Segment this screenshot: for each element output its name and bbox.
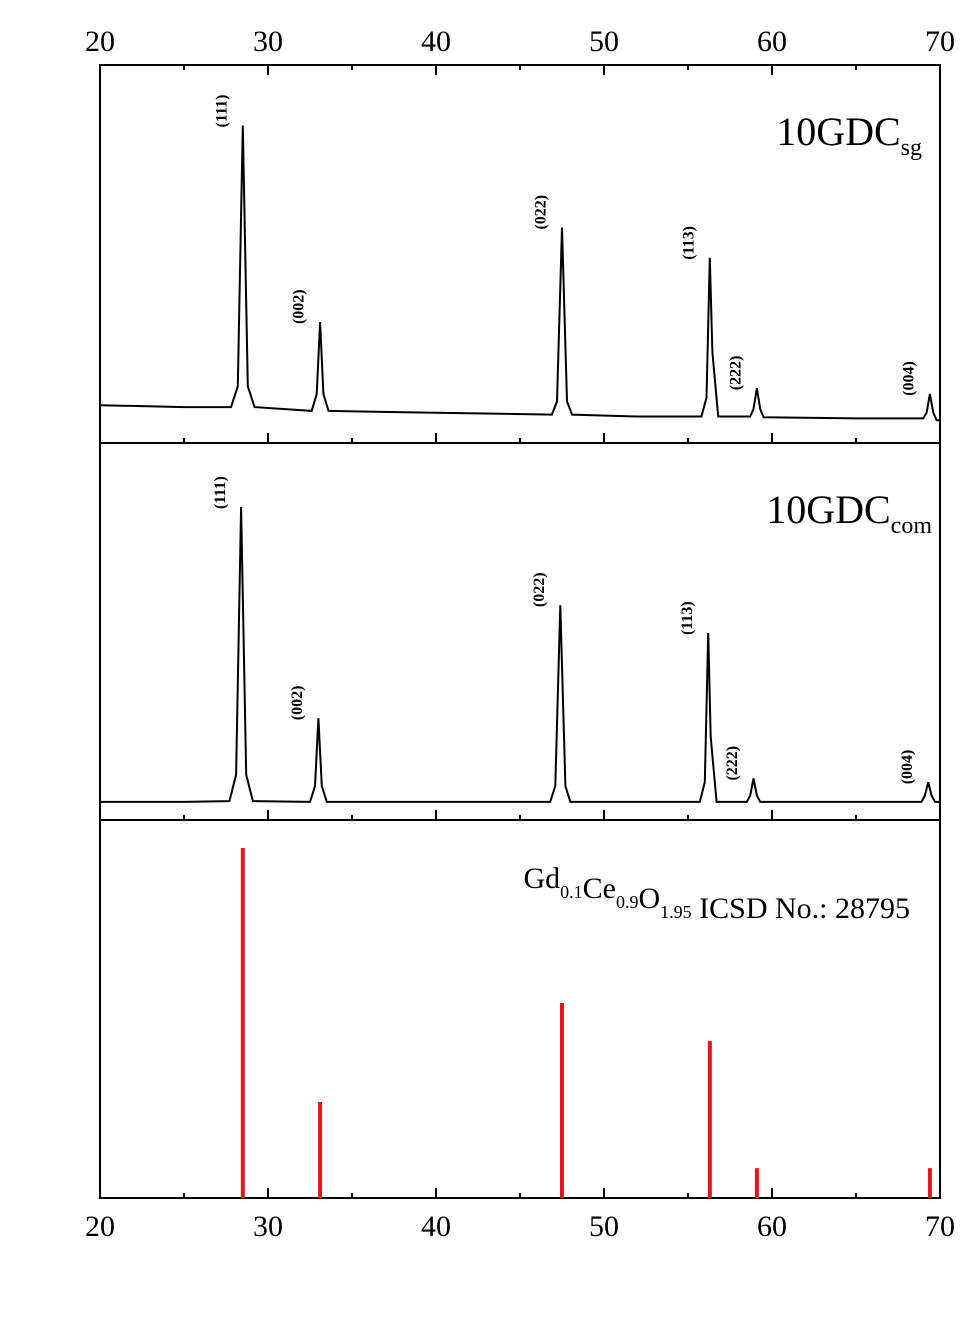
x-tick-label: 50 (589, 1210, 619, 1243)
pattern-line (100, 507, 940, 803)
title-subscript: sg (901, 135, 922, 161)
peak-label: (002) (289, 686, 306, 721)
chart-title: 10GDCsg (776, 109, 922, 161)
x-tick-label: 30 (253, 1210, 283, 1243)
title-text: 10GDC (776, 109, 900, 154)
chart-title: Gd0.1Ce0.9O1.95 ICSD No.: 28795 (523, 862, 910, 925)
x-tick-label: 40 (421, 25, 451, 58)
peak-label: (111) (213, 95, 230, 128)
panel-frame (99, 819, 941, 1199)
title-subscript: 0.9 (616, 892, 639, 912)
x-tick-label: 70 (925, 1210, 955, 1243)
peak-label: (113) (681, 226, 698, 260)
x-tick-label: 60 (757, 1210, 787, 1243)
peak-label: (004) (901, 361, 918, 396)
title-text: O (638, 882, 660, 915)
title-text: 10GDC (766, 487, 890, 532)
peak-label: (113) (679, 601, 696, 635)
peak-label: (111) (212, 476, 229, 509)
title-subscript: 0.1 (560, 882, 583, 902)
x-tick-label: 20 (85, 1210, 115, 1243)
peak-label: (222) (724, 746, 741, 781)
peak-label: (222) (728, 356, 745, 391)
title-text: Ce (583, 872, 616, 905)
pattern-line (99, 125, 940, 422)
x-tick-label: 50 (589, 25, 619, 58)
x-tick-label: 20 (85, 25, 115, 58)
x-tick-label: 30 (253, 25, 283, 58)
peak-label: (022) (533, 195, 550, 230)
peak-label: (022) (531, 572, 548, 607)
chart-title: 10GDCcom (766, 487, 932, 539)
peak-label: (004) (899, 750, 916, 785)
title-subscript: 1.95 (660, 902, 692, 922)
peak-label: (002) (291, 289, 308, 324)
title-text: ICSD No.: 28795 (692, 892, 910, 925)
x-tick-label: 70 (925, 25, 955, 58)
x-tick-label: 60 (757, 25, 787, 58)
x-tick-label: 40 (421, 1210, 451, 1243)
title-subscript: com (891, 513, 933, 539)
title-text: Gd (523, 862, 560, 895)
